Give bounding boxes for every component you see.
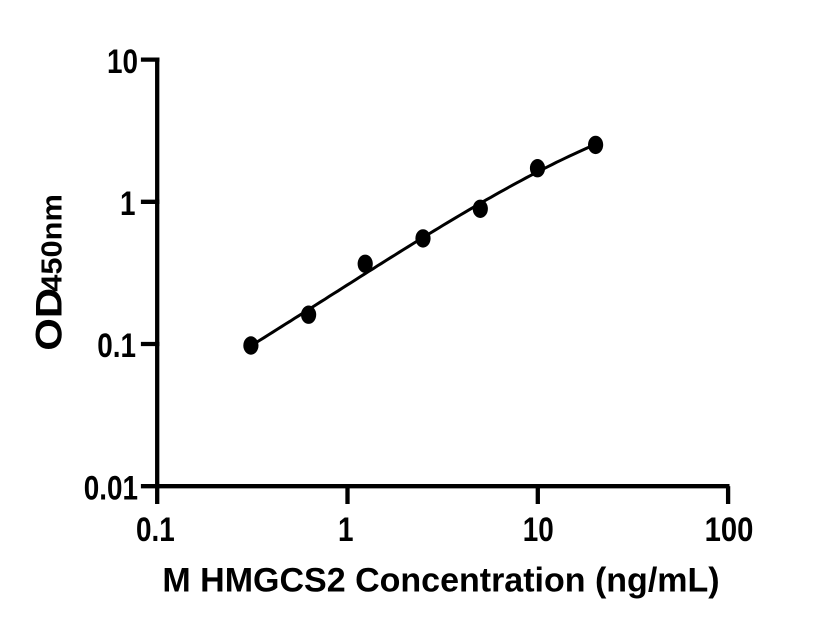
svg-text:1: 1 (120, 184, 136, 222)
svg-text:100: 100 (705, 510, 754, 549)
svg-text:OD: OD (29, 288, 70, 351)
svg-text:10: 10 (523, 510, 554, 548)
svg-text:0.1: 0.1 (97, 327, 136, 365)
svg-text:1: 1 (338, 510, 354, 548)
svg-text:0.01: 0.01 (84, 469, 138, 507)
svg-text:0.1: 0.1 (136, 510, 175, 548)
svg-text:450nm: 450nm (36, 194, 68, 292)
svg-text:10: 10 (107, 42, 138, 80)
svg-text:M HMGCS2 Concentration (ng/mL): M HMGCS2 Concentration (ng/mL) (162, 561, 719, 599)
